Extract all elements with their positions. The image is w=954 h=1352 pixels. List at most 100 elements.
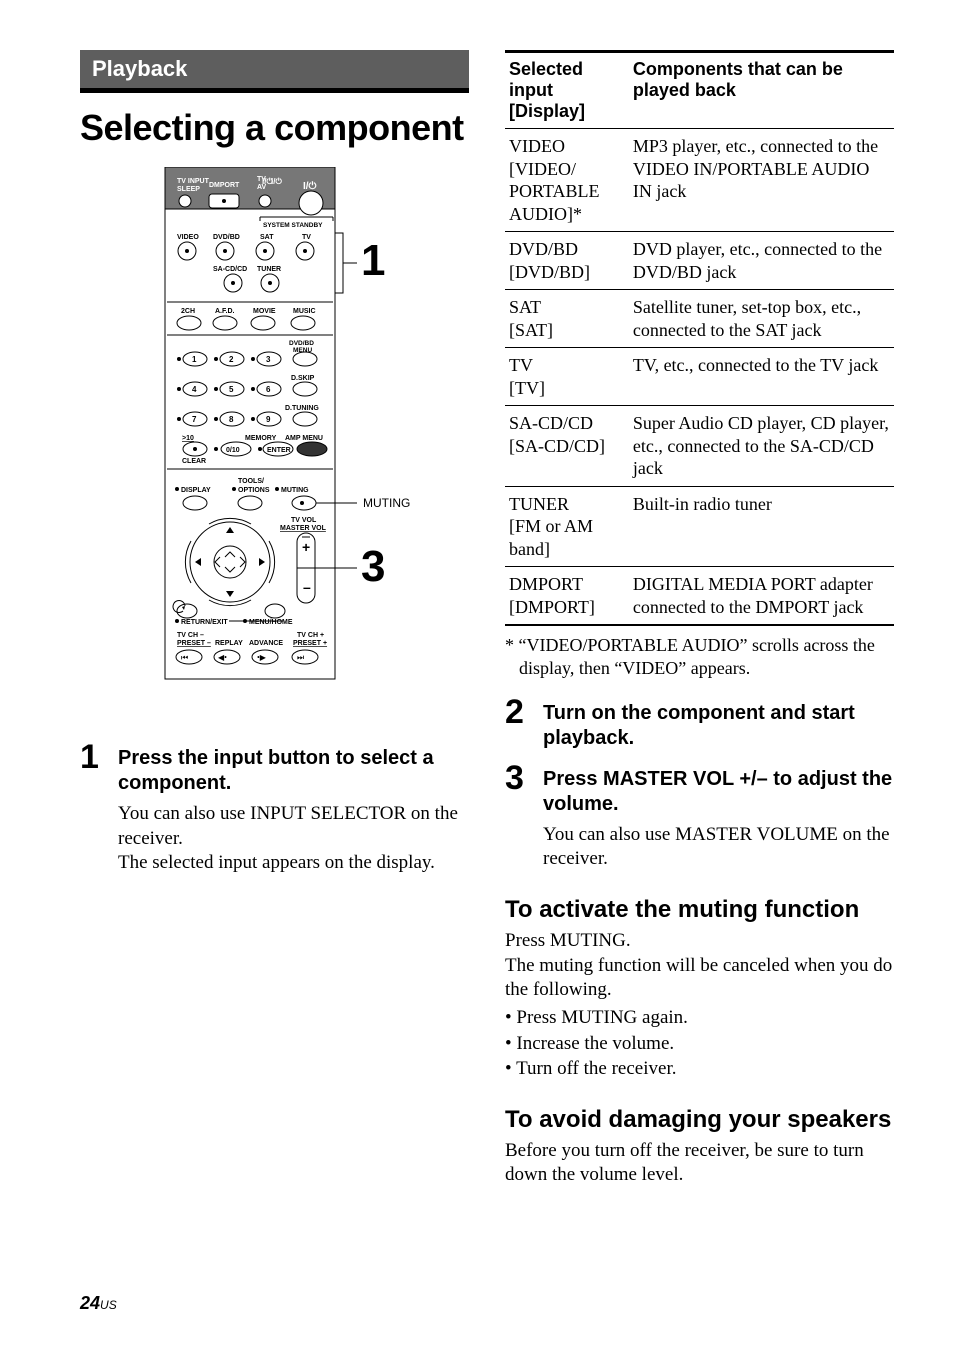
svg-text:1: 1 [192,355,197,364]
step-desc: You can also use INPUT SELECTOR on the r… [118,802,469,876]
table-cell: DVD player, etc., connected to the DVD/B… [629,232,894,290]
svg-text:TOOLS/: TOOLS/ [238,478,264,485]
svg-text:>10: >10 [182,435,194,442]
svg-text:PRESET +: PRESET + [293,640,327,647]
svg-text:DVD/BD: DVD/BD [289,340,314,347]
table-row: DVD/BD[DVD/BD]DVD player, etc., connecte… [505,232,894,290]
muting-line-1: Press MUTING. [505,929,894,954]
damage-heading: To avoid damaging your speakers [505,1106,894,1135]
table-row: SA-CD/CD[SA-CD/CD]Super Audio CD player,… [505,406,894,487]
svg-text:MOVIE: MOVIE [253,308,276,315]
svg-text:2CH: 2CH [181,308,195,315]
step-title: Press MASTER VOL +/– to adjust the volum… [543,767,894,817]
inputs-table: Selected input[Display] Components that … [505,50,894,626]
table-head-components: Components that can be played back [629,52,894,129]
svg-text:TUNER: TUNER [257,266,281,273]
muting-heading: To activate the muting function [505,896,894,925]
svg-text:D.TUNING: D.TUNING [285,405,319,412]
step-2: 2 Turn on the component and start playba… [505,695,894,757]
svg-text:AMP MENU: AMP MENU [285,435,323,442]
table-cell: Satellite tuner, set-top box, etc., conn… [629,290,894,348]
page-title: Selecting a component [80,107,469,149]
table-head-input: Selected input[Display] [505,52,629,129]
svg-text:MEMORY: MEMORY [245,435,277,442]
svg-text:7: 7 [192,415,197,424]
table-cell: Super Audio CD player, CD player, etc., … [629,406,894,487]
list-item: Press MUTING again. [505,1005,894,1031]
callout-3: 3 [361,542,385,591]
svg-text:CLEAR: CLEAR [182,458,206,465]
svg-text:⏮: ⏮ [181,653,188,662]
svg-text:5: 5 [229,385,234,394]
svg-text:+: + [302,539,310,555]
svg-text:3: 3 [266,355,271,364]
table-cell: Built-in radio tuner [629,486,894,567]
table-row: TUNER[FM or AM band]Built-in radio tuner [505,486,894,567]
svg-text:DISPLAY: DISPLAY [181,487,211,494]
step-title: Turn on the component and start playback… [543,701,894,751]
section-label: Playback [92,56,187,81]
svg-text:0/10: 0/10 [226,447,240,454]
svg-text:6: 6 [266,385,271,394]
page-number: 24US [80,1293,117,1314]
svg-text:SYSTEM STANDBY: SYSTEM STANDBY [263,222,323,229]
step-1: 1 Press the input button to select a com… [80,740,469,876]
svg-text:DMPORT: DMPORT [209,182,240,189]
svg-text:TV INPUT: TV INPUT [177,178,210,185]
table-cell: MP3 player, etc., connected to the VIDEO… [629,129,894,232]
svg-text:DVD/BD: DVD/BD [213,234,240,241]
svg-text:PRESET –: PRESET – [177,640,211,647]
svg-text:8: 8 [229,415,234,424]
svg-text:MUTING: MUTING [281,487,309,494]
list-item: Turn off the receiver. [505,1056,894,1082]
table-cell: SA-CD/CD[SA-CD/CD] [505,406,629,487]
muting-callout: MUTING [363,496,410,510]
svg-text:RETURN/EXIT: RETURN/EXIT [181,619,228,626]
svg-text:2: 2 [229,355,234,364]
table-row: SAT[SAT]Satellite tuner, set-top box, et… [505,290,894,348]
svg-text:TV CH +: TV CH + [297,632,324,639]
svg-text:MENU/HOME: MENU/HOME [249,619,293,626]
svg-text:SLEEP: SLEEP [177,186,200,193]
list-item: Increase the volume. [505,1031,894,1057]
svg-text:MUSIC: MUSIC [293,308,316,315]
svg-text:TV: TV [302,234,311,241]
svg-text:TV VOL: TV VOL [291,517,317,524]
step-3: 3 Press MASTER VOL +/– to adjust the vol… [505,761,894,872]
svg-text:MASTER VOL: MASTER VOL [280,525,327,532]
svg-text:REPLAY: REPLAY [215,640,243,647]
step-number: 2 [505,695,529,757]
svg-text:A.F.D.: A.F.D. [215,308,235,315]
svg-text:⏭: ⏭ [297,653,304,662]
svg-text:ENTER: ENTER [267,447,291,454]
remote-svg: TV INPUT SLEEP DMPORT TV AV I/⏻ I/⏻ I/⏻ [105,167,445,707]
section-header: Playback [80,50,469,93]
muting-line-2: The muting function will be canceled whe… [505,954,894,1003]
svg-text:9: 9 [266,415,271,424]
table-cell: TV[TV] [505,348,629,406]
table-cell: TUNER[FM or AM band] [505,486,629,567]
svg-text:4: 4 [192,385,197,394]
table-cell: SAT[SAT] [505,290,629,348]
svg-text:SA-CD/CD: SA-CD/CD [213,266,247,273]
table-cell: DVD/BD[DVD/BD] [505,232,629,290]
step-title: Press the input button to select a compo… [118,746,469,796]
callout-1: 1 [361,236,385,285]
table-cell: VIDEO[VIDEO/PORTABLE AUDIO]* [505,129,629,232]
svg-text:ADVANCE: ADVANCE [249,640,283,647]
svg-text:I/⏻: I/⏻ [303,180,317,192]
step-number: 3 [505,761,529,872]
svg-text:OPTIONS: OPTIONS [238,487,270,494]
svg-text:SAT: SAT [260,234,274,241]
svg-text:I/⏻: I/⏻ [271,177,282,186]
damage-body: Before you turn off the receiver, be sur… [505,1139,894,1188]
table-cell: TV, etc., connected to the TV jack [629,348,894,406]
table-row: TV[TV]TV, etc., connected to the TV jack [505,348,894,406]
step-desc: You can also use MASTER VOLUME on the re… [543,823,894,872]
svg-text:–: – [303,579,311,595]
svg-text:•▶: •▶ [257,653,267,662]
svg-text:◀•: ◀• [218,653,227,662]
table-footnote: * “VIDEO/PORTABLE AUDIO” scrolls across … [505,634,894,681]
svg-text:TV CH –: TV CH – [177,632,204,639]
table-cell: DIGITAL MEDIA PORT adapter connected to … [629,567,894,626]
